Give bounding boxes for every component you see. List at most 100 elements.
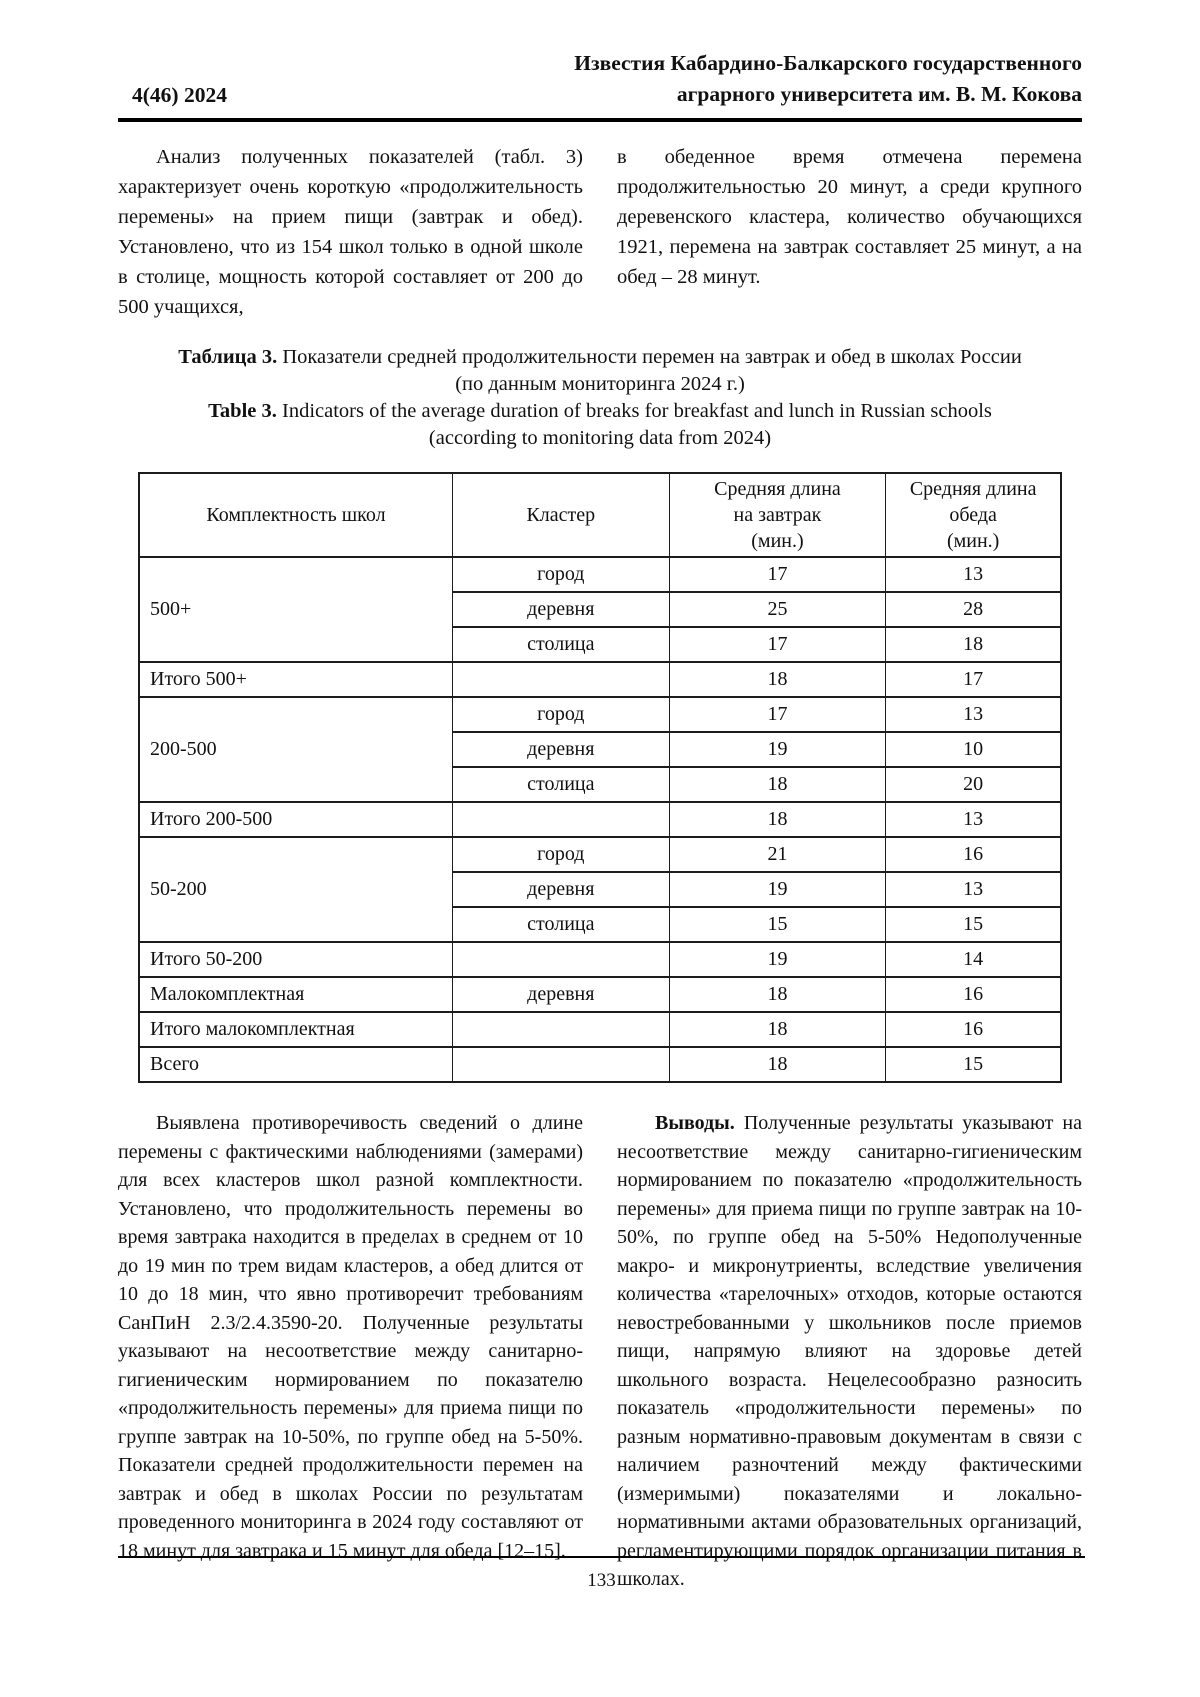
cluster-cell: деревня (451, 871, 670, 909)
lunch-cell: 13 (885, 801, 1062, 839)
breakfast-cell: 17 (668, 696, 887, 734)
journal-title-line1: Известия Кабардино-Балкарского государст… (574, 51, 1082, 75)
page-header: 4(46) 2024 Известия Кабардино-Балкарског… (118, 48, 1082, 109)
page-footer: 133 (118, 1556, 1085, 1592)
cluster-cell: город (451, 696, 670, 734)
group-cell: Всего (138, 1046, 453, 1084)
conclusions-paragraph: Выводы. Полученные результаты указывают … (617, 1109, 1082, 1594)
breakfast-cell: 18 (668, 801, 887, 839)
lunch-cell: 16 (885, 1011, 1062, 1049)
footer-rule (118, 1556, 1085, 1558)
cluster-cell (451, 661, 670, 699)
cluster-cell: город (451, 556, 670, 594)
table-row: Малокомплектная деревня 18 16 (138, 976, 1062, 1014)
breakfast-cell: 17 (668, 626, 887, 664)
group-cell: Итого 500+ (138, 661, 453, 699)
cluster-cell: город (451, 836, 670, 874)
breakfast-cell: 18 (668, 766, 887, 804)
lunch-cell: 17 (885, 661, 1062, 699)
group-cell: Итого малокомплектная (138, 1011, 453, 1049)
discussion-left-column: Выявлена противоречивость сведений о дли… (118, 1109, 583, 1594)
header-lunch-duration: Средняя длина обеда (мин.) (885, 472, 1062, 559)
breakfast-cell: 19 (668, 731, 887, 769)
lunch-cell: 10 (885, 731, 1062, 769)
table-row: деревня 25 28 (139, 591, 1062, 629)
table-row: 200-500 город 17 13 (138, 696, 1062, 804)
caption-en-sub: (according to monitoring data from 2024) (428, 427, 772, 450)
breakfast-cell: 18 (668, 1011, 887, 1049)
lunch-cell: 18 (885, 626, 1062, 664)
header-school-size: Комплектность школ (138, 472, 453, 559)
page-number: 133 (587, 1570, 616, 1591)
lunch-cell: 15 (885, 1046, 1062, 1084)
breaks-duration-table: Комплектность школ Кластер Средняя длина… (138, 472, 1062, 1084)
cluster-cell (451, 941, 670, 979)
breakfast-cell: 25 (668, 591, 887, 629)
caption-ru: Таблица 3. Показатели средней продолжите… (118, 344, 1082, 371)
group-cell: Итого 200-500 (138, 801, 453, 839)
lunch-cell: 16 (885, 976, 1062, 1014)
lunch-cell: 13 (885, 871, 1062, 909)
group-cell: 200-500 (138, 696, 453, 804)
journal-title: Известия Кабардино-Балкарского государст… (574, 48, 1082, 109)
intro-left-column: Анализ полученных показателей (табл. 3) … (118, 142, 583, 322)
discussion-right-column: Выводы. Полученные результаты указывают … (617, 1109, 1082, 1594)
issue-number: 4(46) 2024 (132, 83, 227, 108)
table-row: столица 18 20 (139, 766, 1062, 804)
cluster-cell (451, 1011, 670, 1049)
caption-ru-label: Таблица 3. (178, 346, 278, 369)
cluster-cell: деревня (451, 591, 670, 629)
table-row: 500+ город 17 13 (138, 556, 1062, 664)
caption-en: Table 3. Indicators of the average durat… (118, 398, 1082, 425)
cluster-cell (451, 1046, 670, 1084)
discussion-paragraph: Выявлена противоречивость сведений о дли… (118, 1112, 583, 1562)
caption-ru-sub: (по данным мониторинга 2024 г.) (455, 373, 745, 396)
table-row-total: Итого малокомплектная 18 16 (138, 1011, 1062, 1049)
breakfast-cell: 18 (668, 1046, 887, 1084)
caption-en-label: Table 3. (208, 400, 277, 423)
table-row: столица 15 15 (139, 906, 1062, 944)
group-cell: Итого 50-200 (138, 941, 453, 979)
conclusions-text: Полученные результаты указывают на несоо… (617, 1112, 1082, 1591)
header-cluster: Кластер (451, 472, 670, 559)
breakfast-cell: 17 (668, 556, 887, 594)
breakfast-cell: 19 (668, 871, 887, 909)
breakfast-cell: 21 (668, 836, 887, 874)
lunch-cell: 13 (885, 696, 1062, 734)
table-row: столица 17 18 (139, 626, 1062, 664)
table-row-total: Итого 50-200 19 14 (138, 941, 1062, 979)
discussion-section: Выявлена противоречивость сведений о дли… (118, 1109, 1082, 1594)
cluster-cell: столица (451, 906, 670, 944)
table-caption: Таблица 3. Показатели средней продолжите… (118, 344, 1082, 452)
lunch-cell: 13 (885, 556, 1062, 594)
header-breakfast-duration: Средняя длина на завтрак (мин.) (668, 472, 887, 559)
breakfast-cell: 19 (668, 941, 887, 979)
cluster-cell (451, 801, 670, 839)
breakfast-cell: 18 (668, 661, 887, 699)
table-row: деревня 19 13 (139, 871, 1062, 909)
table-row: деревня 19 10 (139, 731, 1062, 769)
lunch-cell: 14 (885, 941, 1062, 979)
table-row: 50-200 город 21 16 (138, 836, 1062, 944)
cluster-cell: деревня (451, 731, 670, 769)
cluster-cell: деревня (451, 976, 670, 1014)
group-cell: 500+ (138, 556, 453, 664)
table-row-total: Итого 500+ 18 17 (138, 661, 1062, 699)
breakfast-cell: 18 (668, 976, 887, 1014)
table-row-grand-total: Всего 18 15 (138, 1046, 1062, 1084)
group-cell: Малокомплектная (138, 976, 453, 1014)
cluster-cell: столица (451, 626, 670, 664)
table-header-row: Комплектность школ Кластер Средняя длина… (138, 472, 1062, 559)
lunch-cell: 16 (885, 836, 1062, 874)
cluster-cell: столица (451, 766, 670, 804)
lunch-cell: 15 (885, 906, 1062, 944)
caption-ru-text: Показатели средней продолжительности пер… (277, 346, 1022, 369)
header-rule (118, 118, 1082, 123)
conclusions-label: Выводы. (655, 1112, 735, 1135)
intro-right-paragraph: в обеденное время отмечена перемена прод… (617, 146, 1082, 289)
intro-right-column: в обеденное время отмечена перемена прод… (617, 142, 1082, 322)
intro-left-paragraph: Анализ полученных показателей (табл. 3) … (118, 146, 583, 319)
lunch-cell: 20 (885, 766, 1062, 804)
journal-title-line2: аграрного университета им. В. М. Кокова (676, 81, 1082, 106)
